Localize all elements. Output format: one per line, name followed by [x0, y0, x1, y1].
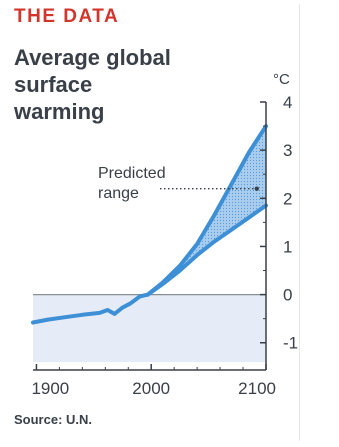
- annotation-dot: [254, 186, 260, 191]
- title-line-1: Average global: [14, 45, 171, 70]
- x-tick-label-0: 1900: [31, 379, 69, 398]
- chart-title: Average global surface warming: [14, 44, 254, 125]
- x-tick-label-1: 2000: [132, 379, 170, 398]
- kicker-label: THE DATA: [14, 6, 120, 27]
- source-note: Source: U.N.: [14, 412, 93, 427]
- historical-line: [31, 292, 150, 325]
- predicted-lower-line: [145, 203, 268, 297]
- label-layer: 4 3 2 1 0 -1 °C 1900 2000 2100 Predicted range: [31, 71, 298, 398]
- y-tick-label-2: 2: [283, 189, 292, 208]
- y-tick-label-0: 4: [283, 93, 292, 112]
- y-tick-label-5: -1: [283, 334, 298, 353]
- y-unit-label: °C: [273, 71, 290, 88]
- y-tick-label-4: 0: [283, 286, 292, 305]
- annotation-line-2: range: [98, 185, 139, 202]
- title-line-3: warming: [14, 99, 105, 124]
- below-zero-shade: [33, 294, 266, 362]
- predicted-range-band: [147, 126, 266, 295]
- y-tick-label-3: 1: [283, 237, 292, 256]
- chart-panel: [10, 4, 300, 441]
- annotation-line-1: Predicted: [98, 165, 166, 182]
- axis-layer: [33, 101, 267, 371]
- x-tick-label-2: 2100: [238, 379, 276, 398]
- y-tick-label-1: 3: [283, 141, 292, 160]
- plot-layer: [31, 124, 268, 362]
- title-line-2: surface: [14, 72, 93, 97]
